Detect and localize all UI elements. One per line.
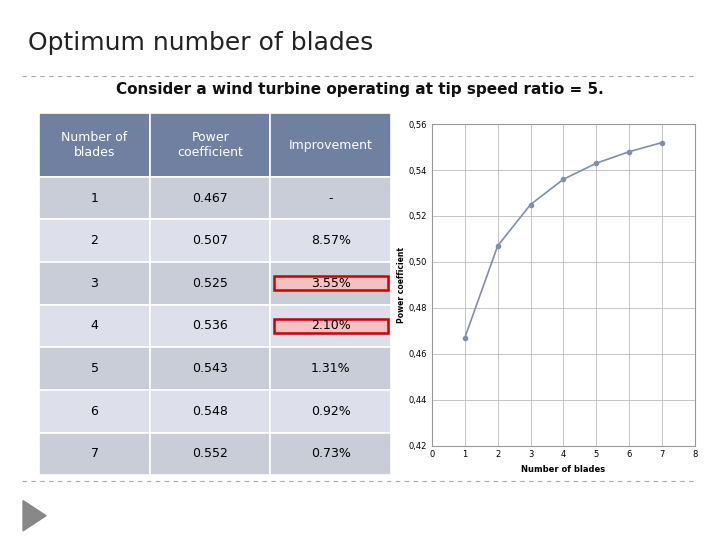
Bar — [271, 347, 391, 390]
Bar — [271, 177, 391, 219]
Bar — [274, 276, 388, 290]
Text: 1: 1 — [91, 192, 99, 205]
Bar — [39, 113, 150, 177]
Text: 0.543: 0.543 — [192, 362, 228, 375]
Text: Consider a wind turbine operating at tip speed ratio = 5.: Consider a wind turbine operating at tip… — [116, 82, 604, 97]
Bar — [271, 390, 391, 433]
Bar — [274, 319, 388, 333]
Text: 4: 4 — [91, 320, 99, 333]
Text: 2.10%: 2.10% — [311, 320, 351, 333]
Bar — [39, 390, 150, 433]
Text: 0.467: 0.467 — [192, 192, 228, 205]
Text: 3: 3 — [91, 277, 99, 290]
Bar — [39, 219, 150, 262]
Text: 0.552: 0.552 — [192, 447, 228, 461]
Bar — [271, 113, 391, 177]
Bar — [150, 177, 271, 219]
Text: 6: 6 — [91, 405, 99, 418]
Bar — [39, 433, 150, 475]
Bar — [274, 276, 388, 290]
Text: 5: 5 — [91, 362, 99, 375]
Bar — [39, 347, 150, 390]
Bar — [150, 433, 271, 475]
Text: Power
coefficient: Power coefficient — [177, 131, 243, 159]
Bar — [39, 305, 150, 347]
Text: Optimum number of blades: Optimum number of blades — [28, 31, 374, 55]
Text: Improvement: Improvement — [289, 139, 373, 152]
Text: 0.525: 0.525 — [192, 277, 228, 290]
Bar — [150, 262, 271, 305]
Bar — [150, 347, 271, 390]
Bar — [39, 262, 150, 305]
Text: 0.73%: 0.73% — [311, 447, 351, 461]
Bar — [271, 219, 391, 262]
Bar — [150, 219, 271, 262]
Bar — [39, 177, 150, 219]
Text: 1.31%: 1.31% — [311, 362, 351, 375]
Text: 0.536: 0.536 — [192, 320, 228, 333]
Bar — [150, 390, 271, 433]
Bar — [271, 262, 391, 305]
Bar — [271, 305, 391, 347]
Text: 0.92%: 0.92% — [311, 405, 351, 418]
Text: 2: 2 — [91, 234, 99, 247]
Polygon shape — [23, 501, 46, 531]
Text: Number of
blades: Number of blades — [61, 131, 127, 159]
X-axis label: Number of blades: Number of blades — [521, 465, 606, 474]
Text: 8.57%: 8.57% — [311, 234, 351, 247]
Bar — [150, 113, 271, 177]
Text: -: - — [328, 192, 333, 205]
Text: 0.548: 0.548 — [192, 405, 228, 418]
Y-axis label: Power coefficient: Power coefficient — [397, 247, 406, 323]
Text: 7: 7 — [91, 447, 99, 461]
Bar — [274, 319, 388, 333]
Text: 0.507: 0.507 — [192, 234, 228, 247]
Text: 3.55%: 3.55% — [311, 277, 351, 290]
Bar — [271, 433, 391, 475]
Bar — [150, 305, 271, 347]
